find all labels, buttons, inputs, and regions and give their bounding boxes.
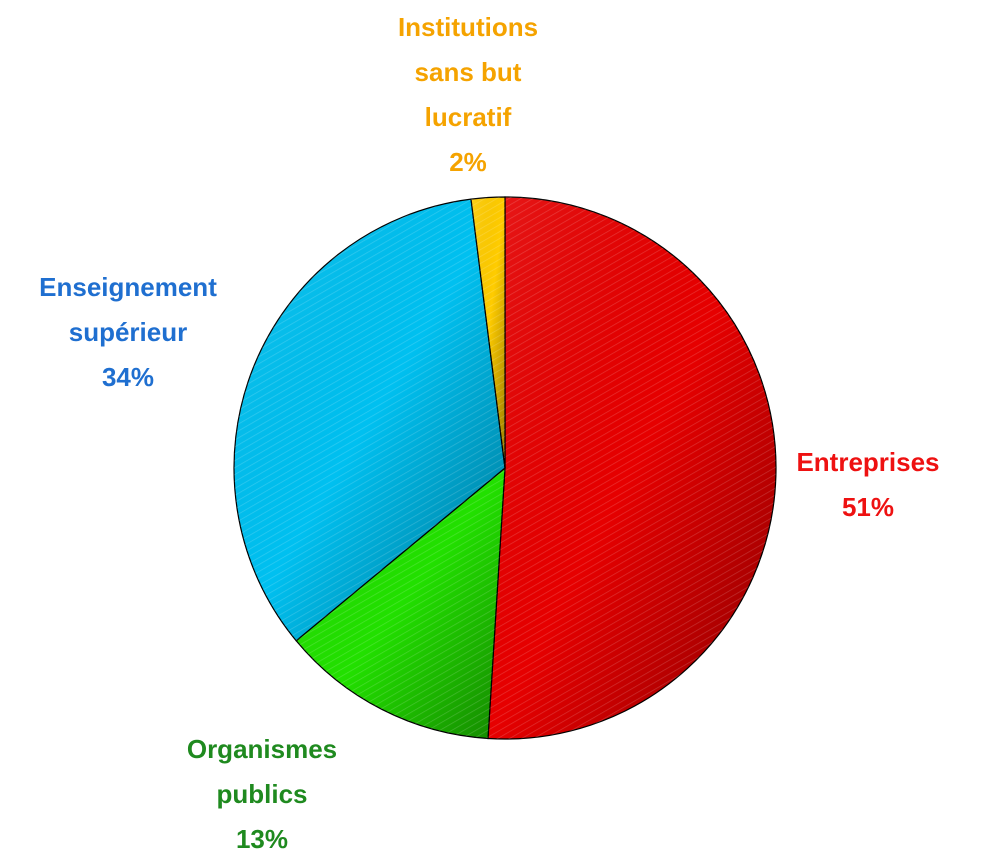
slice-hatch (471, 197, 505, 468)
slice-hatch (487, 197, 776, 739)
value-label: 34% (101, 362, 155, 392)
slice-label: Institutions sans but lucratif 2% (383, 5, 553, 185)
category-label: Entreprises (796, 447, 940, 477)
category-label: Institutions sans but lucratif (397, 12, 539, 132)
slice-hatch (234, 199, 506, 641)
value-label: 51% (841, 492, 895, 522)
slice-label: Organismes publics 13% (172, 727, 352, 862)
slice-label: Enseignement supérieur 34% (28, 265, 228, 400)
slice-label: Entreprises 51% (768, 440, 968, 530)
value-label: 2% (449, 147, 487, 177)
category-label: Enseignement supérieur (39, 272, 217, 347)
value-label: 13% (235, 824, 289, 854)
slice-hatch (296, 468, 505, 739)
category-label: Organismes publics (186, 734, 338, 809)
